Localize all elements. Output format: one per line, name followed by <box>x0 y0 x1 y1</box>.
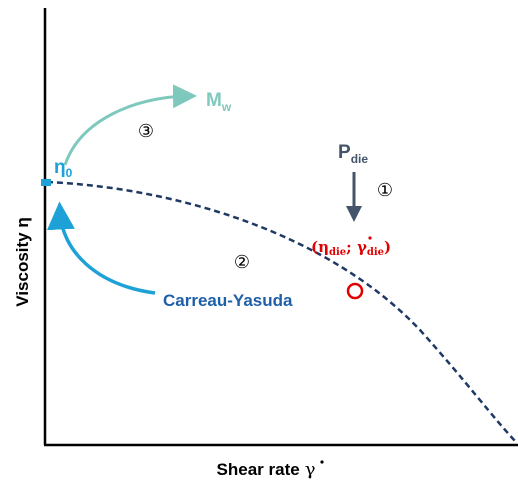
eta0-marker <box>41 179 51 186</box>
die-point-marker <box>346 282 364 300</box>
gamma-dot-die <box>368 236 372 240</box>
step-1-label: ① <box>377 180 393 200</box>
x-axis-label: Shear rate γ <box>217 459 316 480</box>
y-axis-label: Viscosity η <box>13 217 32 306</box>
step-3-label: ③ <box>138 121 154 141</box>
carreau-arrow <box>46 201 156 295</box>
eta0-label: η0 <box>54 157 73 180</box>
pdie-label: Pdie <box>338 142 368 166</box>
viscosity-curve <box>46 180 517 443</box>
pdie-arrow-head <box>346 206 362 222</box>
mw-arrow <box>63 84 197 166</box>
mw-label: Mw <box>206 90 232 114</box>
step-2-label: ② <box>234 252 250 272</box>
die-point-label: (ηdie; γdie) <box>311 238 391 258</box>
carreau-yasuda-label: Carreau-Yasuda <box>163 291 293 310</box>
gamma-dot-axis <box>320 460 324 464</box>
